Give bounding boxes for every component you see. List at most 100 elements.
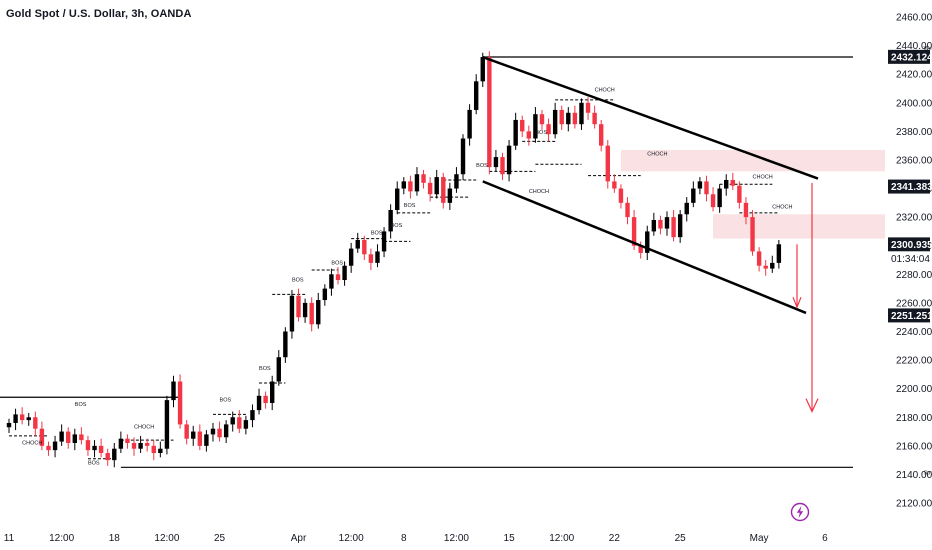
- candle-body: [500, 157, 505, 175]
- candle-body: [125, 438, 130, 443]
- price-tick-label: 2160.000: [896, 441, 932, 452]
- price-label-text: 2341.383: [891, 182, 932, 193]
- candle-body: [283, 331, 288, 358]
- annotation-label: BOS: [476, 163, 488, 169]
- candle-body: [289, 295, 295, 332]
- candle-body: [658, 219, 663, 229]
- price-tick-label: 2380.000: [896, 127, 932, 138]
- chart-title: Gold Spot / U.S. Dollar, 3h, OANDA: [6, 8, 192, 20]
- price-label-box: [888, 237, 930, 252]
- candle-body: [335, 274, 341, 281]
- candle-body: [223, 424, 229, 438]
- candle-body: [98, 445, 104, 453]
- candle-body: [368, 254, 374, 263]
- time-tick-label: Apr: [291, 533, 307, 544]
- price-tick-label: 2400.000: [896, 98, 932, 109]
- candle-body: [756, 251, 762, 266]
- candle-body: [526, 131, 532, 139]
- candle-body: [645, 231, 650, 253]
- price-tick-label: 2180.000: [896, 413, 932, 424]
- time-tick-label: 12:00: [339, 533, 364, 544]
- time-tick-label: May: [750, 533, 769, 544]
- candle-body: [520, 119, 525, 132]
- candle-body: [309, 302, 314, 325]
- price-tick-label: 2200.000: [896, 384, 932, 395]
- candle-body: [625, 202, 630, 218]
- candle-body: [322, 288, 328, 301]
- annotation-label: CHOCH: [529, 189, 549, 195]
- descending-channel: [482, 55, 819, 413]
- candle-body: [638, 245, 643, 253]
- candle-body: [579, 102, 584, 125]
- candle-body: [414, 174, 420, 192]
- candle-body: [631, 217, 637, 246]
- candle-body: [401, 181, 406, 189]
- candle-body: [487, 57, 492, 168]
- candle-body: [776, 244, 782, 263]
- candle-body: [388, 209, 393, 232]
- annotation-label: BOS: [371, 230, 383, 236]
- candle-body: [572, 112, 578, 125]
- candle-body: [704, 181, 709, 195]
- annotation-label: BOS: [331, 260, 343, 266]
- candle-body: [427, 182, 433, 195]
- candle-body: [717, 188, 722, 208]
- candle-body: [118, 438, 124, 449]
- annotation-label: BOS: [292, 277, 304, 283]
- candle-body: [770, 262, 775, 269]
- candle-body: [151, 445, 156, 453]
- price-tick-label: 2420.000: [896, 70, 932, 81]
- price-tick-label: 2140.000: [896, 470, 932, 481]
- price-tick-label: 2320.000: [896, 213, 932, 224]
- time-tick-label: 11: [4, 533, 15, 544]
- annotation-label: Strong Low: [924, 470, 932, 476]
- candle-body: [19, 414, 25, 421]
- candle-body: [724, 179, 729, 189]
- candle-body: [750, 217, 755, 252]
- time-tick-label: 18: [109, 533, 121, 544]
- supply-zone: [620, 149, 885, 172]
- candle-body: [441, 177, 446, 203]
- annotation-label: CHOCH: [595, 87, 615, 93]
- candle-body: [329, 274, 334, 289]
- candle-body: [493, 157, 499, 168]
- candle-body: [651, 219, 657, 232]
- candle-body: [92, 445, 97, 451]
- candle-body: [467, 109, 472, 139]
- time-tick-label: 6: [822, 533, 828, 544]
- candle-body: [566, 112, 571, 125]
- candle-body: [546, 124, 551, 135]
- annotation-label: BOS: [404, 203, 416, 209]
- channel-upper-line: [482, 55, 819, 180]
- annotations: BOS CHOCH BOS CHOCH BOS BOS BOS BOS BOS BOS BOS BOS…: [22, 46, 932, 477]
- price-labels: 2432.124 2341.383 2300.935 2251.251 01:34:04: [888, 49, 932, 323]
- candle-body: [381, 231, 387, 252]
- supply-zones: [620, 149, 885, 239]
- candle-body: [138, 442, 143, 449]
- candle-body: [348, 248, 354, 266]
- time-axis: 11 12:00 18 12:00 25 Apr 12:00 8 12:00 15 12:00 22 2…: [4, 533, 828, 544]
- candle-body: [197, 431, 203, 446]
- candle-body: [191, 431, 196, 439]
- candle-body: [355, 240, 360, 249]
- candle-body: [250, 410, 255, 421]
- candle-body: [539, 114, 545, 125]
- candle-body: [421, 174, 426, 183]
- candle-body: [612, 181, 617, 189]
- candle-body: [316, 300, 321, 325]
- candle-body: [434, 177, 439, 195]
- candle-body: [210, 428, 216, 435]
- time-tick-label: 8: [401, 533, 407, 544]
- projection-arrow-head: [805, 398, 819, 413]
- candle-body: [684, 202, 689, 215]
- candle-body: [671, 217, 676, 238]
- countdown-text: 01:34:04: [891, 254, 930, 265]
- annotation-label: BOS: [75, 402, 87, 408]
- candle-body: [460, 138, 466, 175]
- tradingview-logo-icon[interactable]: [790, 502, 810, 522]
- candle-body: [171, 381, 176, 401]
- candle-body: [697, 181, 703, 189]
- candle-body: [473, 81, 479, 110]
- candle-body: [230, 417, 235, 425]
